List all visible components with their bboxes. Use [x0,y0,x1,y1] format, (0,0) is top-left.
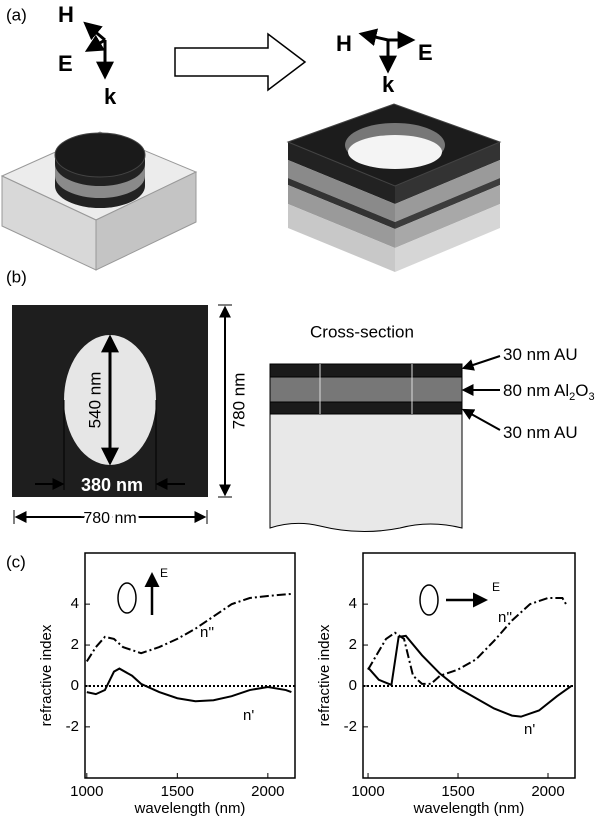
curve [87,594,292,662]
y-tick-label: 2 [71,636,79,653]
inset-hole [420,585,438,615]
x-tick-label: 2000 [251,783,284,800]
y-tick-label: 0 [71,677,79,694]
x-axis-label: wavelength (nm) [413,800,525,816]
curve-label: n' [243,707,254,724]
period-horizontal: 780 nm [83,510,136,527]
layer-label: 30 nm AU [503,423,578,442]
y-tick-label: -2 [344,718,357,735]
x-tick-label: 1500 [441,783,474,800]
curve-label: n'' [200,624,214,641]
x-tick-label: 1500 [161,783,194,800]
x-tick-label: 2000 [531,783,564,800]
layer-label: 80 nm Al2O3 [503,381,595,402]
period-vertical: 780 nm [229,373,248,430]
x-tick-label: 1000 [351,783,384,800]
y-axis-label: refractive index [38,624,55,726]
y-tick-label: -2 [66,718,79,735]
panel-label: (c) [6,552,26,571]
h-label: H [336,31,352,56]
hole-structure [288,104,500,272]
layer-label: 30 nm AU [503,345,578,364]
panel-label: (b) [6,267,27,286]
y-tick-label: 4 [71,595,79,612]
k-label: k [104,84,117,109]
y-tick-label: 0 [349,677,357,694]
y-tick-label: 2 [349,636,357,653]
transform-arrow [175,34,305,90]
cross-section-title: Cross-section [310,322,414,341]
e-label: E [58,51,73,76]
h-label: H [58,2,74,27]
curve [87,669,292,702]
y-tick-label: 4 [349,595,357,612]
hole-width: 380 nm [81,475,143,495]
curve [368,636,571,717]
inset-hole [118,583,136,613]
disk-structure [2,132,196,270]
k-label: k [382,72,395,97]
inset-label: E [492,580,500,594]
plot-frame [85,553,295,778]
hole-height: 540 nm [85,372,104,429]
panel-label: (a) [6,5,27,24]
curve-label: n' [524,721,535,738]
inset-label: E [160,566,168,580]
figure: (a) (b) (c) H E k H E k 540 nm 380 nm 78… [0,0,600,816]
x-axis-label: wavelength (nm) [134,800,246,816]
layer-stack [270,356,500,532]
curve-label: n'' [498,609,512,626]
e-label: E [418,40,433,65]
hole-floor [348,135,442,169]
x-tick-label: 1000 [70,783,103,800]
y-axis-label: refractive index [316,624,333,726]
